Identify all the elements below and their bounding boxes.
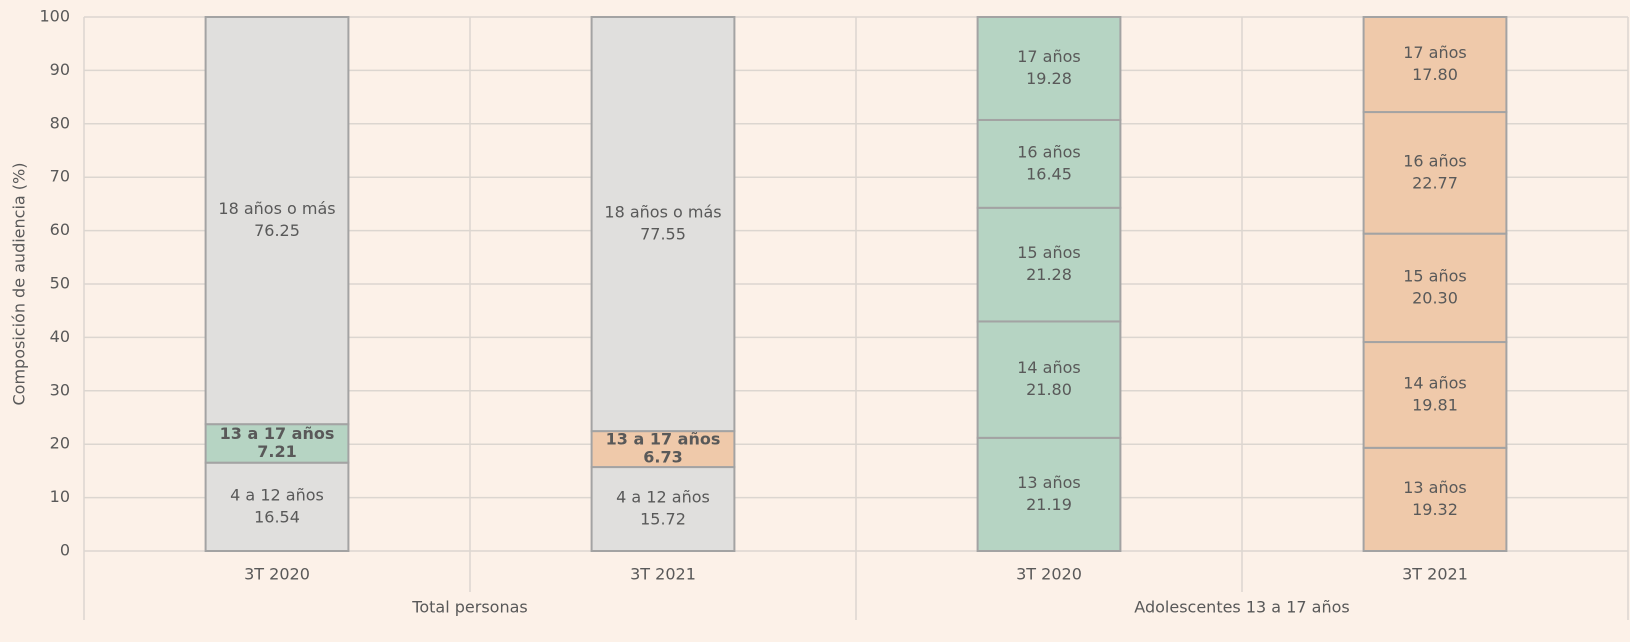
x-tick-label: 3T 2020 [244, 565, 310, 584]
segment-name: 17 años [1403, 43, 1467, 62]
bar-segment [204, 461, 350, 552]
y-axis-label: Composición de audiencia (%) [10, 163, 29, 406]
y-tick-label: 90 [50, 60, 70, 79]
data-label: 15.72 [640, 510, 686, 529]
x-tick-label: 3T 2020 [1016, 565, 1082, 584]
y-tick-label: 10 [50, 487, 70, 506]
segment-name: 15 años [1017, 243, 1081, 262]
y-tick-label: 100 [39, 7, 70, 26]
bar-segment [1362, 446, 1508, 553]
x-tick-label: 3T 2021 [630, 565, 696, 584]
bar-segment [976, 206, 1122, 323]
segment-name: 13 años [1017, 473, 1081, 492]
data-label: 21.28 [1026, 265, 1072, 284]
data-label: 7.21 [257, 442, 296, 461]
data-label: 76.25 [254, 221, 300, 240]
bar-segment [590, 16, 736, 433]
segment-name: 16 años [1017, 142, 1081, 161]
bar-segment [590, 466, 736, 553]
segment-name: 16 años [1403, 151, 1467, 170]
data-label: 19.32 [1412, 500, 1458, 519]
bar-segment [976, 320, 1122, 439]
y-tick-label: 20 [50, 434, 70, 453]
data-label: 21.80 [1026, 380, 1072, 399]
bar-segment [204, 16, 350, 426]
group-label: Total personas [411, 598, 527, 617]
x-tick-label: 3T 2021 [1402, 565, 1468, 584]
bar-segment [1362, 111, 1508, 235]
segment-name: 17 años [1017, 47, 1081, 66]
bar-segment [590, 430, 736, 469]
segment-name: 18 años o más [218, 199, 335, 218]
bar-segment [1362, 232, 1508, 344]
data-label: 20.30 [1412, 288, 1458, 307]
segment-name: 13 a 17 años [606, 430, 721, 449]
bar-segment [976, 16, 1122, 121]
segment-name: 14 años [1403, 373, 1467, 392]
data-label: 6.73 [643, 448, 682, 467]
group-label: Adolescentes 13 a 17 años [1134, 598, 1349, 617]
data-label: 16.45 [1026, 164, 1072, 183]
segment-name: 15 años [1403, 266, 1467, 285]
y-tick-label: 80 [50, 113, 70, 132]
y-tick-label: 30 [50, 380, 70, 399]
y-tick-label: 50 [50, 274, 70, 293]
data-label: 16.54 [254, 507, 300, 526]
y-tick-label: 60 [50, 220, 70, 239]
segment-name: 13 a 17 años [220, 424, 335, 443]
bar-segment [1362, 341, 1508, 449]
data-label: 19.81 [1412, 395, 1458, 414]
data-label: 17.80 [1412, 65, 1458, 84]
bar-segment [1362, 16, 1508, 114]
bar-segment [976, 118, 1122, 209]
y-tick-label: 70 [50, 167, 70, 186]
data-label: 22.77 [1412, 173, 1458, 192]
data-label: 77.55 [640, 225, 686, 244]
y-tick-label: 0 [60, 541, 70, 560]
segment-name: 4 a 12 años [616, 488, 710, 507]
segment-name: 4 a 12 años [230, 485, 324, 504]
data-label: 19.28 [1026, 69, 1072, 88]
segment-name: 13 años [1403, 478, 1467, 497]
data-label: 21.19 [1026, 495, 1072, 514]
y-tick-label: 40 [50, 327, 70, 346]
segment-name: 18 años o más [604, 203, 721, 222]
segment-name: 14 años [1017, 358, 1081, 377]
